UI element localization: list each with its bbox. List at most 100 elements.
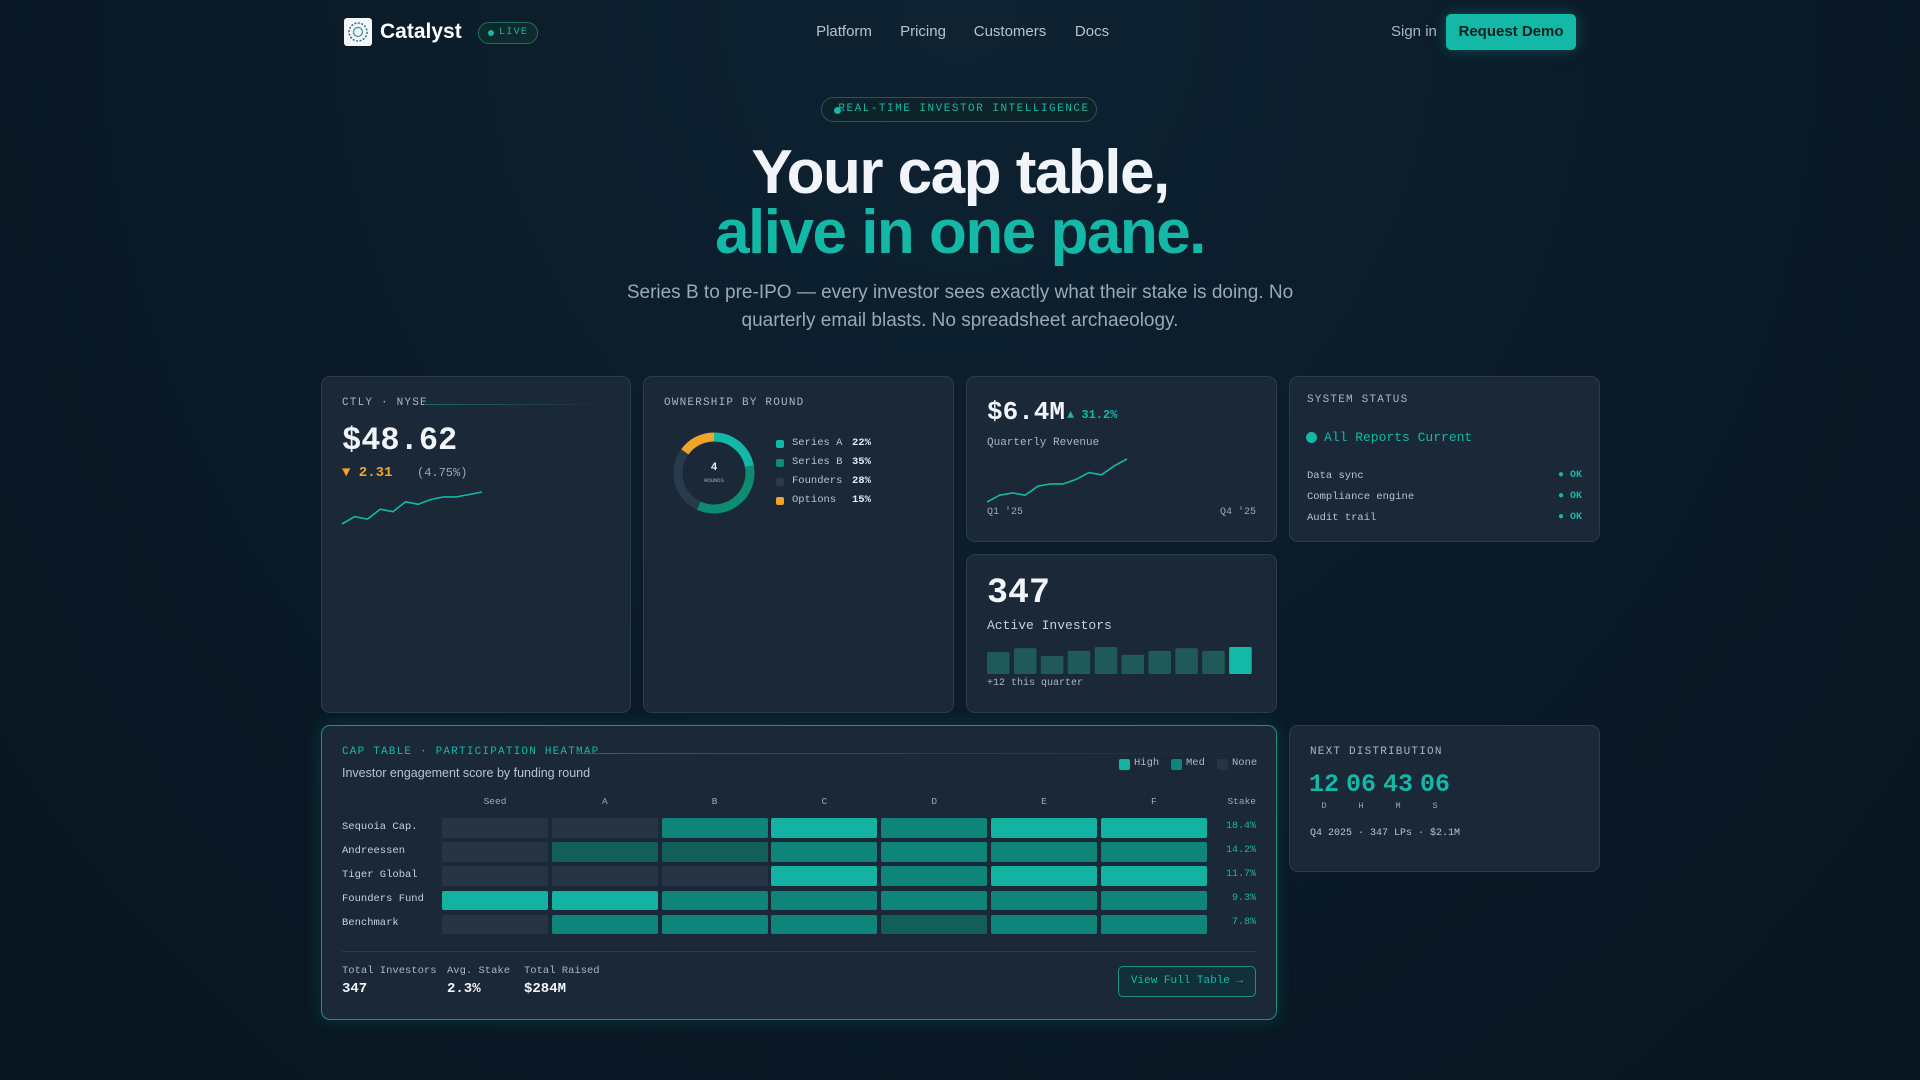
- heat-column-label: C: [821, 796, 828, 807]
- legend-value: 35%: [852, 456, 871, 468]
- heat-column-label: B: [711, 796, 718, 807]
- donut-segment: [696, 465, 755, 514]
- active-bar: [1040, 656, 1064, 674]
- heat-stake-header: Stake: [1227, 796, 1256, 807]
- legend-value: 15%: [852, 494, 871, 506]
- heat-legend-swatch: [1171, 759, 1182, 770]
- heat-legend-label: None: [1232, 757, 1258, 769]
- heat-cell: [1100, 866, 1207, 886]
- heat-cell: [551, 914, 658, 935]
- heat-stake: 18.4%: [1225, 821, 1256, 832]
- status-item-state: ● OK: [1557, 512, 1582, 523]
- stock-card: CTLY · NYSE $48.62 ▼ 2.31 (4.75%): [321, 376, 631, 713]
- countdown-value: 06: [1345, 770, 1376, 799]
- nav-link[interactable]: Docs: [1074, 23, 1110, 40]
- heat-column-label: F: [1150, 796, 1157, 807]
- heat-stake: 9.3%: [1231, 893, 1256, 905]
- countdown-unit: M: [1395, 801, 1401, 811]
- heat-legend-label: High: [1134, 757, 1160, 769]
- hero-subtitle-1: Series B to pre-IPO — every investor see…: [626, 282, 1294, 303]
- legend-value: 28%: [852, 475, 871, 487]
- countdown-value: 43: [1382, 770, 1413, 799]
- revenue-label: Quarterly Revenue: [987, 437, 1100, 449]
- stock-ticker: CTLY · NYSE: [342, 397, 428, 409]
- active-note: +12 this quarter: [987, 678, 1084, 689]
- active-bars: [987, 647, 1252, 674]
- revenue-change: ▲ 31.2%: [1067, 408, 1118, 422]
- heat-column-label: Seed: [483, 796, 507, 807]
- heat-legend-label: Med: [1186, 757, 1205, 769]
- revenue-sparkline: [986, 458, 1128, 503]
- status-item-state: ● OK: [1557, 491, 1582, 502]
- stat-label: Total Raised: [524, 965, 600, 977]
- legend-swatch: [776, 440, 784, 448]
- heat-cell: [771, 842, 878, 862]
- ownership-card: OWNERSHIP BY ROUND 4 ROUNDS Series A 22% Se…: [643, 376, 954, 713]
- heat-cell: [442, 866, 548, 886]
- status-title: SYSTEM STATUS: [1307, 394, 1409, 406]
- heat-row-label: Founders Fund: [342, 893, 424, 906]
- heat-cell: [1100, 842, 1207, 862]
- active-value: 347: [987, 573, 1051, 613]
- heat-cell: [442, 842, 548, 862]
- stock-sparkline: [341, 491, 483, 525]
- heat-cell: [991, 842, 1097, 862]
- cta-button[interactable]: Request Demo: [1446, 14, 1576, 50]
- active-bar: [1175, 648, 1198, 674]
- status-item-state: ● OK: [1557, 470, 1582, 481]
- ownership-title: OWNERSHIP BY ROUND: [664, 397, 805, 409]
- live-badge: LIVE: [478, 22, 539, 44]
- brand[interactable]: Catalyst: [380, 20, 462, 43]
- view-table-button[interactable]: View Full Table →: [1118, 966, 1256, 997]
- heat-cell: [991, 818, 1097, 838]
- heat-cell: [551, 818, 658, 838]
- ticker-rule: [424, 404, 609, 405]
- heat-cell: [442, 818, 548, 838]
- heat-cell: [661, 818, 768, 838]
- badge-text: REAL-TIME INVESTOR INTELLIGENCE: [838, 103, 1090, 115]
- heat-cell: [881, 818, 988, 838]
- revenue-line: [986, 458, 1128, 503]
- heat-cell: [771, 914, 878, 935]
- revenue-start: Q1 '25: [987, 507, 1024, 518]
- stock-line: [341, 491, 483, 525]
- status-item-name: Audit trail: [1307, 512, 1377, 524]
- heat-column-label: A: [601, 796, 608, 807]
- countdown-value: 06: [1419, 770, 1450, 799]
- status-dot: [1306, 432, 1317, 443]
- nav-link[interactable]: Customers: [973, 23, 1047, 40]
- heat-row-label: Sequoia Cap.: [342, 821, 418, 833]
- heat-cell: [661, 890, 768, 911]
- sign-in[interactable]: Sign in: [1391, 23, 1437, 40]
- heat-cell: [991, 914, 1097, 935]
- heat-row-label: Benchmark: [342, 917, 399, 930]
- logo-mark[interactable]: [344, 18, 372, 46]
- heatmap-title-rule: [577, 753, 1257, 754]
- status-card: SYSTEM STATUS All Reports Current Data s…: [1289, 376, 1600, 542]
- live-dot: [488, 30, 494, 36]
- logo-icon: [348, 22, 368, 42]
- donut: 4 ROUNDS: [673, 432, 755, 514]
- revenue-value: $6.4M: [987, 397, 1066, 427]
- revenue-card: $6.4M ▲ 31.2% Quarterly Revenue Q1 '25 Q…: [966, 376, 1277, 542]
- nav-link[interactable]: Pricing: [900, 23, 946, 40]
- donut-segment: [713, 432, 754, 468]
- heat-cell: [1100, 914, 1207, 935]
- stat-value: 347: [342, 981, 368, 997]
- active-bar: [1229, 647, 1252, 674]
- heatmap-divider: [342, 951, 1256, 952]
- heat-cell: [771, 866, 878, 886]
- heat-column-label: D: [931, 796, 938, 807]
- legend-label: Series A: [792, 437, 843, 449]
- heat-cell: [1100, 818, 1207, 838]
- badge-dot: [834, 107, 841, 114]
- donut-segment: [673, 449, 701, 510]
- nav-link[interactable]: Platform: [816, 23, 872, 40]
- status-headline: All Reports Current: [1324, 430, 1473, 445]
- heat-stake: 7.8%: [1231, 917, 1256, 929]
- active-bar: [1148, 650, 1171, 674]
- heat-cell: [1100, 890, 1207, 911]
- heat-cell: [442, 914, 548, 935]
